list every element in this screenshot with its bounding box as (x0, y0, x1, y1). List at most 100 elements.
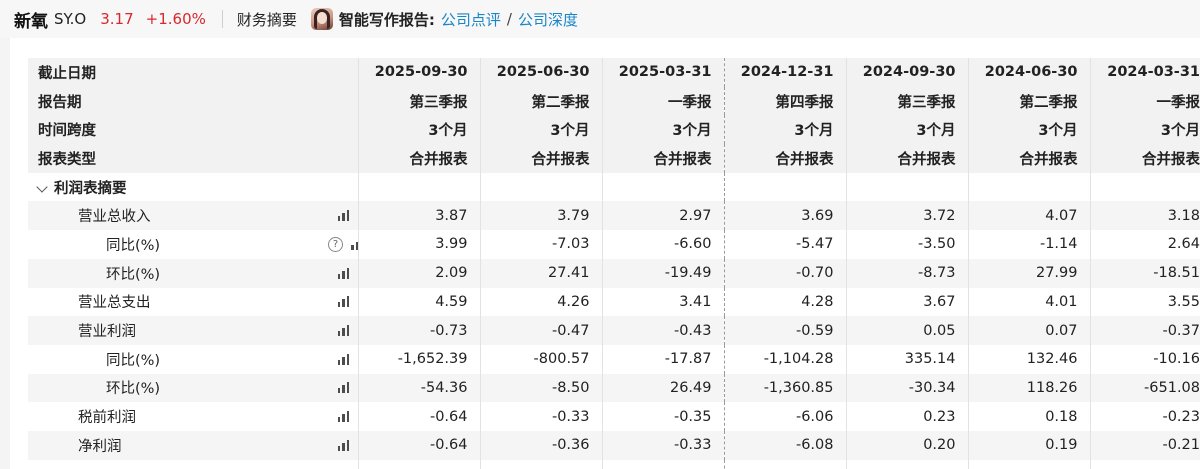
chevron-down-icon[interactable] (36, 181, 48, 193)
table-cell: -0.23 (1089, 402, 1200, 431)
table-cell: -0.47 (479, 316, 602, 345)
table-cell: 第三季报 (357, 86, 480, 116)
table-cell: 3个月 (601, 115, 724, 145)
table-cell: 第二季报 (967, 86, 1090, 116)
section-title: 利润表摘要 (54, 180, 127, 197)
table-cell: 4.26 (479, 287, 602, 317)
tab-financial-summary[interactable]: 财务摘要 (236, 10, 297, 29)
row-label: 税前利润 (78, 410, 136, 427)
table-cell: 335.14 (845, 344, 968, 374)
table-cell: 合并报表 (845, 144, 968, 173)
table-cell: -5.47 (723, 230, 846, 259)
table-row: 营业总支出 4.59 4.26 3.41 4.28 3.67 4.01 3.55 (28, 287, 1200, 317)
table-cell: 2025-06-30 (479, 58, 602, 87)
table-cell: 132.46 (967, 344, 1090, 374)
table-cell: -19.49 (601, 258, 724, 288)
bar-chart-icon[interactable] (351, 239, 358, 250)
header-spacer (328, 115, 358, 145)
table-cell: 2.09 (357, 258, 480, 288)
help-icon[interactable]: ? (328, 236, 343, 252)
bar-chart-icon[interactable] (337, 411, 350, 423)
header-row-label: 截止日期 (28, 58, 328, 87)
table-cell: -0.70 (723, 258, 846, 288)
table-row: 环比(%) 2.09 27.41 -19.49 -0.70 -8.73 27.99 -18.5… (28, 258, 1200, 288)
bar-chart-icon[interactable] (337, 325, 350, 337)
table-cell: -30.34 (845, 373, 968, 403)
table-cell: -1.14 (967, 230, 1090, 259)
bar-chart-icon[interactable] (337, 210, 350, 222)
table-cell (479, 459, 602, 469)
section-row[interactable]: 利润表摘要 (28, 172, 1200, 202)
company-review-link[interactable]: 公司点评 (440, 10, 501, 29)
table-row (28, 459, 1200, 469)
table-cell: 3.69 (723, 201, 846, 231)
table-cell: -3.50 (845, 230, 968, 259)
table-cell: -6.06 (723, 402, 846, 431)
stock-change: +1.60% (145, 10, 206, 28)
table-cell (1089, 172, 1200, 202)
company-depth-link[interactable]: 公司深度 (517, 10, 578, 29)
table-row: 营业总收入 3.87 3.79 2.97 3.69 3.72 4.07 3.18 (28, 201, 1200, 231)
table-cell: 0.19 (967, 430, 1090, 460)
row-label: 同比(%) (106, 237, 161, 254)
bar-chart-icon[interactable] (337, 353, 350, 365)
table-cell: 3.99 (357, 230, 480, 259)
table-cell: 3.55 (1089, 287, 1200, 317)
table-cell: 118.26 (967, 373, 1090, 403)
table-cell: -7.03 (479, 230, 602, 259)
table-cell (328, 460, 358, 469)
header-row: 时间跨度 3个月 3个月 3个月 3个月 3个月 3个月 3个月 (28, 115, 1200, 145)
table-cell: 0.18 (967, 402, 1090, 431)
link-separator: / (506, 10, 512, 28)
table-cell: 27.41 (479, 258, 602, 288)
row-actions (328, 345, 358, 374)
table-cell: -17.87 (601, 344, 724, 374)
table-cell: 3个月 (967, 115, 1090, 145)
ai-report-label: 智能写作报告: (338, 10, 435, 29)
table-cell: -6.08 (723, 430, 846, 460)
table-cell: 3.67 (845, 287, 968, 317)
bar-chart-icon[interactable] (337, 267, 350, 279)
row-actions (328, 373, 358, 403)
table-row: 同比(%)? 3.99 -7.03 -6.60 -5.47 -3.50 -1.14 2.64 (28, 230, 1200, 259)
table-cell: -0.33 (479, 402, 602, 431)
table-cell: 0.05 (845, 316, 968, 345)
row-actions (328, 258, 358, 288)
header-row: 报表类型 合并报表 合并报表 合并报表 合并报表 合并报表 合并报表 合并报表 (28, 144, 1200, 173)
row-actions (328, 288, 358, 317)
table-cell (28, 460, 328, 469)
table-cell: -0.35 (601, 402, 724, 431)
table-cell: 4.28 (723, 287, 846, 317)
table-cell: 3个月 (723, 115, 846, 145)
header-row-label: 报表类型 (28, 144, 328, 173)
table-cell: 0.23 (845, 402, 968, 431)
row-label: 营业总收入 (28, 201, 328, 231)
row-label: 环比(%) (28, 258, 328, 288)
table-cell: -0.73 (357, 316, 480, 345)
bar-chart-icon[interactable] (337, 439, 350, 451)
table-cell (1089, 459, 1200, 469)
table-cell (357, 172, 480, 202)
table-cell: 0.20 (845, 430, 968, 460)
table-cell: -8.73 (845, 258, 968, 288)
section-toggle[interactable]: 利润表摘要 (28, 172, 328, 202)
table-cell: 0.07 (967, 316, 1090, 345)
table-cell: 2025-09-30 (357, 58, 480, 87)
header-spacer (328, 58, 358, 87)
table-cell: 第三季报 (845, 86, 968, 116)
row-actions (328, 430, 358, 460)
table-cell (723, 172, 846, 202)
table-cell: -54.36 (357, 373, 480, 403)
table-cell: 3.79 (479, 201, 602, 231)
table-cell (357, 459, 480, 469)
stock-ticker: SY.O (54, 10, 87, 28)
header-spacer (328, 86, 358, 116)
stock-name: 新氧 (14, 11, 48, 32)
table-cell: 26.49 (601, 373, 724, 403)
table-cell: -0.64 (357, 430, 480, 460)
table-cell: -800.57 (479, 344, 602, 374)
table-cell: 合并报表 (357, 144, 480, 173)
bar-chart-icon[interactable] (337, 382, 350, 394)
bar-chart-icon[interactable] (337, 296, 350, 308)
table-cell: 一季报 (601, 86, 724, 116)
